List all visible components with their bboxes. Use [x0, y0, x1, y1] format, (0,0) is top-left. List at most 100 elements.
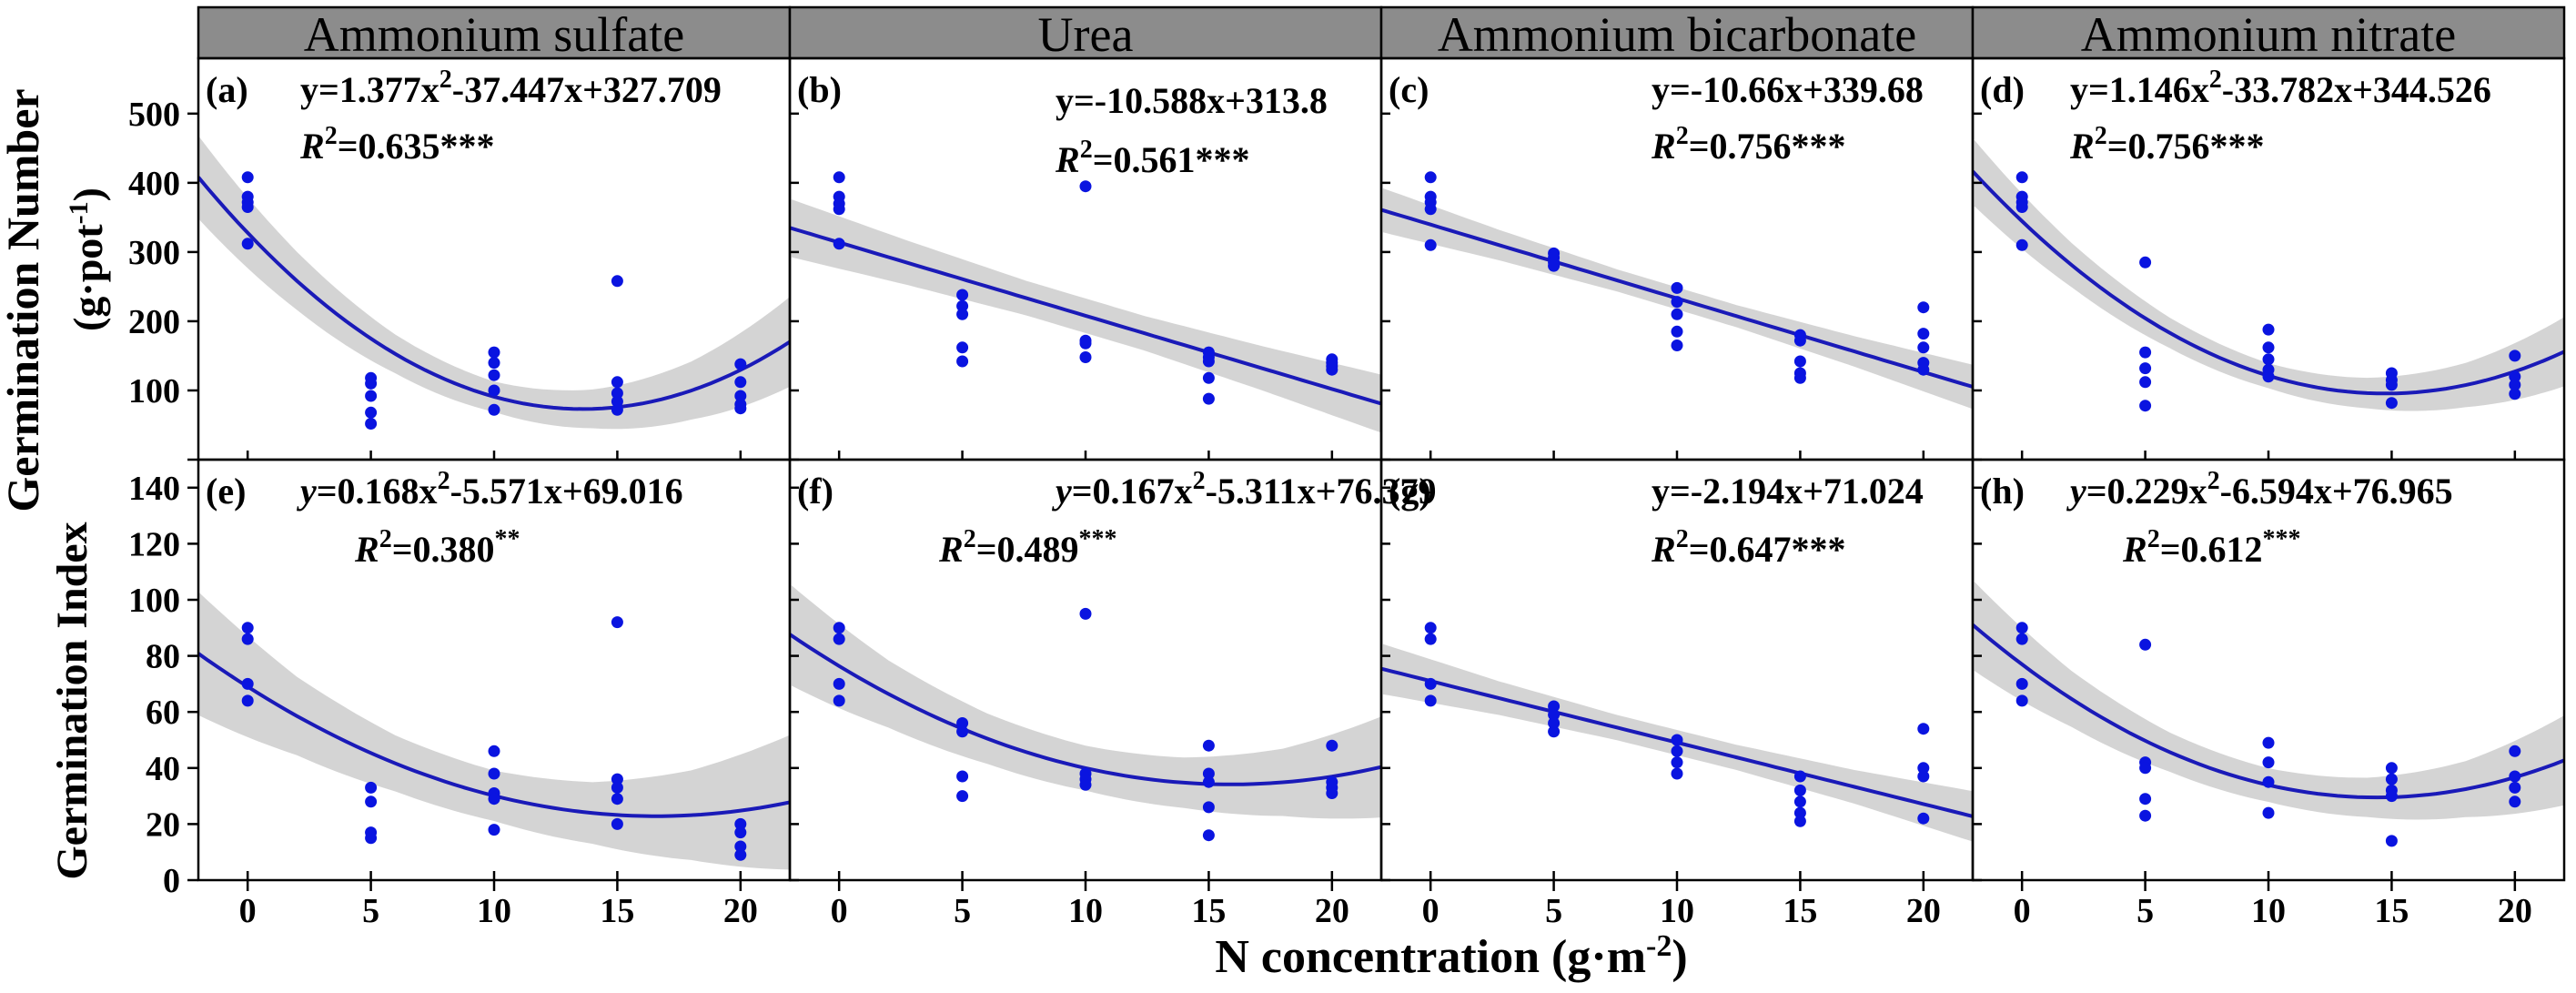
- panel-label: (e): [206, 471, 246, 512]
- data-point: [241, 201, 254, 213]
- equation-label: y=0.168x2-5.571x+69.016: [297, 467, 683, 512]
- x-tick-label: 0: [2014, 892, 2031, 930]
- data-point: [1671, 281, 1683, 294]
- data-point: [1424, 238, 1437, 251]
- y-tick-label: 0: [163, 862, 180, 900]
- data-point: [611, 793, 623, 806]
- y-tick-label: 80: [146, 638, 180, 676]
- data-point: [956, 725, 969, 738]
- fit-line: [790, 226, 1381, 406]
- data-point: [833, 677, 845, 690]
- equation-label: y=1.146x2-33.782x+344.526: [2070, 66, 2491, 110]
- data-point: [611, 616, 623, 629]
- data-point: [2509, 770, 2521, 783]
- data-point: [2262, 806, 2275, 819]
- equation-label: y=1.377x2-37.447x+327.709: [300, 66, 722, 110]
- data-point: [956, 299, 969, 312]
- data-point: [365, 418, 378, 430]
- data-point: [1326, 739, 1339, 752]
- data-point: [1548, 259, 1561, 272]
- x-tick-label: 20: [723, 892, 758, 930]
- data-point: [488, 346, 500, 359]
- data-point: [1424, 203, 1437, 216]
- data-point: [2139, 762, 2152, 775]
- data-point: [2139, 400, 2152, 412]
- data-point: [1917, 812, 1930, 825]
- equation-label: y=-2.194x+71.024: [1652, 471, 1924, 512]
- data-point: [241, 171, 254, 184]
- panel-e: 0 20 40 60 80 100 120 140 0 5 10 15 20 (e) y=0.168x2-5…: [128, 458, 792, 930]
- r-squared-label: R2=0.612***: [2122, 525, 2300, 570]
- data-point: [1793, 795, 1806, 808]
- data-point: [1671, 734, 1683, 746]
- data-point: [1917, 770, 1930, 783]
- r-squared-label: R2=0.561***: [1055, 136, 1249, 180]
- data-point: [241, 238, 254, 250]
- x-tick-label: 10: [1660, 892, 1694, 930]
- x-tick-label: 0: [1422, 892, 1440, 930]
- data-point: [2015, 201, 2028, 213]
- x-tick-label: 20: [1315, 892, 1349, 930]
- data-point: [956, 289, 969, 301]
- data-point: [1202, 775, 1215, 788]
- data-point: [1793, 371, 1806, 384]
- data-point: [833, 694, 845, 707]
- data-point: [1202, 392, 1215, 405]
- data-point: [365, 406, 378, 419]
- column-header-box: [1971, 5, 2566, 60]
- data-point: [1079, 337, 1092, 350]
- data-point: [1202, 767, 1215, 780]
- data-point: [365, 832, 378, 845]
- x-tick-label: 20: [2498, 892, 2532, 930]
- y-tick-label: 60: [146, 694, 180, 732]
- column-header-label: Urea: [1038, 7, 1134, 62]
- data-point: [611, 376, 623, 389]
- data-point: [1548, 708, 1561, 721]
- panel-h: 0 5 10 15 20 (h) y=0.229x2-6.594x+76.965 R2=0.6…: [1971, 458, 2566, 930]
- x-tick-label: 0: [831, 892, 848, 930]
- data-point: [2509, 379, 2521, 391]
- panel-b: (b) y=-10.588x+313.8 R2=0.561***: [788, 56, 1383, 461]
- panel-label: (d): [1980, 69, 2025, 110]
- data-point: [488, 824, 500, 836]
- y-tick-label: 400: [128, 165, 180, 203]
- data-point: [2262, 775, 2275, 788]
- panel-label: (g): [1389, 471, 1431, 512]
- y-tick-label: 200: [128, 303, 180, 341]
- y-tick-label: 20: [146, 806, 180, 844]
- data-point: [1917, 328, 1930, 340]
- x-tick-label: 10: [477, 892, 511, 930]
- data-point: [2262, 370, 2275, 383]
- r-squared-label: R2=0.380**: [354, 525, 520, 570]
- data-point: [1671, 745, 1683, 757]
- data-point: [833, 633, 845, 645]
- data-point: [1793, 770, 1806, 783]
- data-point: [2385, 835, 2398, 847]
- data-point: [2385, 397, 2398, 410]
- column-header-label: Ammonium bicarbonate: [1438, 7, 1916, 62]
- data-point: [365, 377, 378, 390]
- panel-d: (d) y=1.146x2-33.782x+344.526 R2=0.756***: [1971, 56, 2566, 461]
- data-point: [734, 390, 747, 402]
- data-point: [734, 358, 747, 370]
- data-point: [611, 395, 623, 408]
- data-point: [1424, 622, 1437, 634]
- data-point: [1671, 767, 1683, 780]
- y-tick-label: 40: [146, 750, 180, 788]
- y-tick-label: 300: [128, 234, 180, 272]
- y-tick-label: 100: [128, 372, 180, 410]
- confidence-band: [198, 136, 790, 430]
- fit-line: [198, 176, 790, 411]
- data-point: [2385, 379, 2398, 391]
- equation-label: y=0.229x2-6.594x+76.965: [2066, 467, 2453, 512]
- data-point: [2139, 256, 2152, 269]
- panel-label: (f): [797, 471, 833, 512]
- ylabel-top: Germination Number: [0, 88, 48, 512]
- panel-a: 100 200 300 400 500 (a) y=1.377x2-37.447x+327.…: [128, 56, 792, 461]
- data-point: [488, 793, 500, 806]
- data-point: [833, 622, 845, 634]
- data-point: [833, 238, 845, 250]
- panel-frame: [1379, 56, 1975, 461]
- panel-frame: [1379, 458, 1975, 882]
